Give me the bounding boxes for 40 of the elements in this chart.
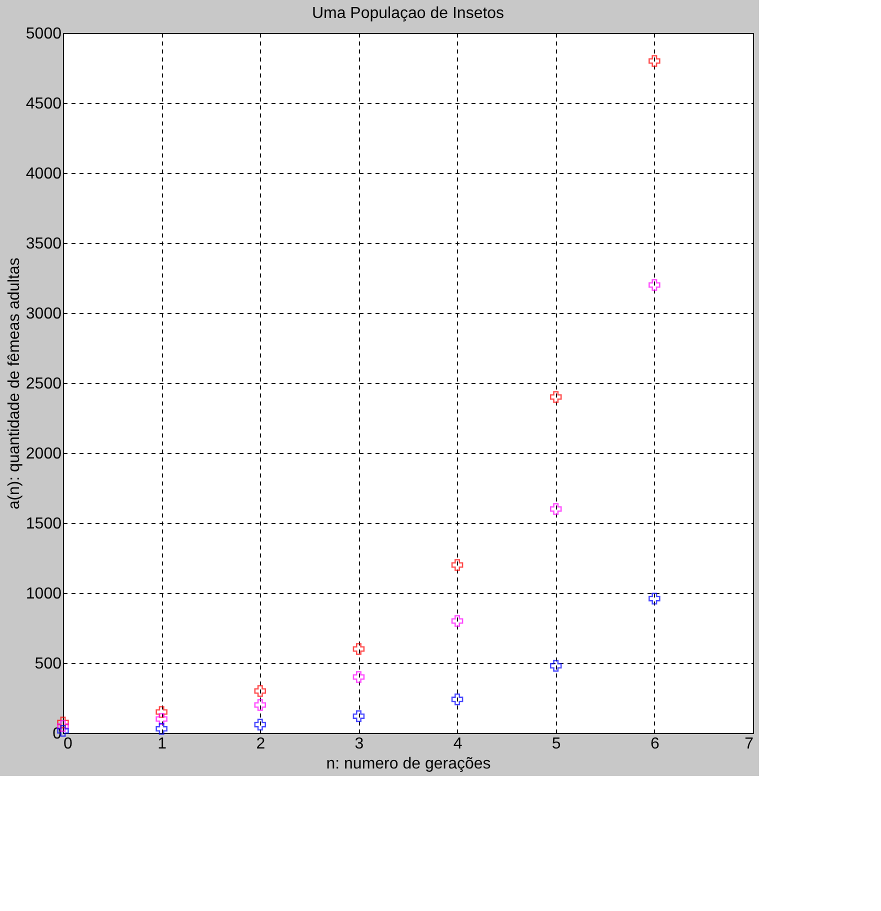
x-tick-label: 2 (256, 736, 266, 752)
point (648, 279, 660, 291)
point (550, 391, 562, 403)
point (156, 713, 168, 725)
y-tick-label: 1500 (26, 516, 62, 532)
point (451, 694, 464, 706)
point (254, 699, 266, 711)
y-tick-label: 500 (34, 656, 62, 672)
point (451, 615, 464, 627)
point (352, 643, 365, 655)
point (550, 503, 562, 515)
x-tick-label: 7 (744, 736, 754, 752)
point (648, 55, 660, 67)
point (254, 685, 266, 697)
point (352, 710, 365, 722)
point (57, 716, 69, 728)
y-tick-label: 2500 (26, 376, 62, 392)
y-tick-label: 3000 (26, 306, 62, 322)
x-tick-label: 6 (650, 736, 660, 752)
point (648, 592, 660, 604)
y-tick-label: 2000 (26, 446, 62, 462)
x-tick-label: 0 (64, 736, 72, 752)
y-tick-label: 4000 (26, 166, 62, 182)
y-tick-label: 4500 (26, 96, 62, 112)
x-axis-title: n: numero de gerações (326, 756, 491, 772)
x-tick-label: 1 (158, 736, 167, 752)
point (352, 671, 365, 683)
point (550, 660, 562, 672)
x-tick-label: 3 (354, 736, 364, 752)
x-tick-label: 4 (453, 736, 462, 752)
y-axis-title: a(n): quantidade de fêmeas adultas (6, 258, 23, 510)
point (451, 559, 464, 571)
y-tick-label: 5000 (26, 26, 62, 42)
x-tick-label: 5 (552, 736, 561, 752)
y-tick-label: 1000 (26, 586, 62, 602)
chart-title: Uma Populaçao de Insetos (312, 5, 504, 22)
point (156, 722, 168, 735)
point (254, 718, 266, 730)
point (156, 706, 168, 718)
y-tick-label: 3500 (26, 236, 62, 252)
